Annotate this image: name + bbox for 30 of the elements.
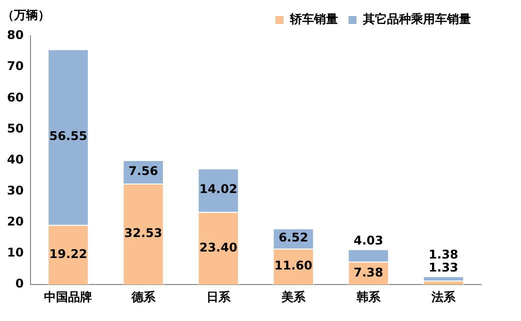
y-tick-label: 50 [6,121,24,136]
y-axis-title: （万辆） [2,8,50,22]
y-tick-label: 10 [6,246,24,260]
data-label: 1.38 [428,247,458,262]
x-tick-label: 美系 [280,290,306,304]
x-tick-label: 韩系 [355,290,382,304]
y-tick-label: 20 [6,214,24,229]
x-tick-label: 法系 [430,290,456,304]
y-tick-label: 80 [6,28,24,42]
y-tick-label: 70 [6,59,24,74]
y-tick-label: 40 [6,152,24,166]
data-label: 4.03 [354,233,384,248]
data-label: 32.53 [124,226,162,240]
y-tick-label: 60 [6,90,24,104]
x-tick-label: 日系 [206,290,232,304]
data-label: 19.22 [49,246,88,261]
data-label: 1.33 [428,260,458,274]
data-label: 56.55 [49,129,88,144]
x-tick-label: 中国品牌 [44,290,92,304]
data-label: 7.38 [354,265,384,280]
data-label: 6.52 [278,230,308,245]
y-tick-label: 0 [15,276,24,291]
legend-label: 其它品种乘用车销量 [362,12,471,26]
x-tick-label: 德系 [130,290,156,304]
data-label: 11.60 [274,258,312,273]
legend-label: 轿车销量 [289,12,338,26]
data-label: 7.56 [128,164,158,178]
data-label: 14.02 [199,182,238,196]
data-label: 23.40 [199,240,238,254]
y-tick-label: 30 [6,184,24,198]
